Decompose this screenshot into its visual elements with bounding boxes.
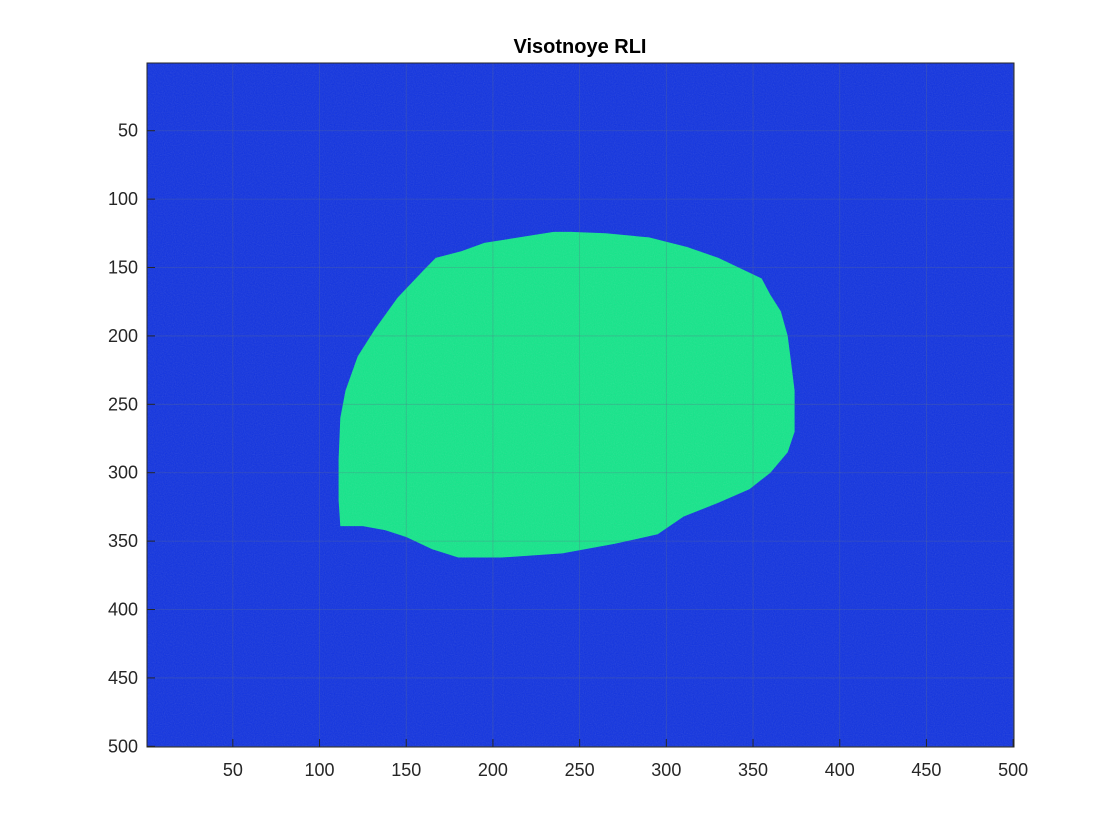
y-tick-label: 50 xyxy=(118,121,138,141)
x-tick-label: 100 xyxy=(305,760,335,780)
x-tick-label: 150 xyxy=(391,760,421,780)
y-tick-label: 250 xyxy=(108,394,138,414)
axes-box xyxy=(146,62,1015,748)
y-tick-label: 500 xyxy=(108,736,138,756)
noise-texture xyxy=(147,63,1014,747)
y-tick-label: 400 xyxy=(108,600,138,620)
y-tick-label: 200 xyxy=(108,326,138,346)
x-tick-label: 350 xyxy=(738,760,768,780)
x-tick-label: 450 xyxy=(911,760,941,780)
y-tick-label: 150 xyxy=(108,258,138,278)
x-tick-label: 200 xyxy=(478,760,508,780)
y-tick-label: 300 xyxy=(108,463,138,483)
x-axis: 50 100 150 200 250 300 350 400 450 500 xyxy=(223,739,1028,780)
x-tick-label: 50 xyxy=(223,760,243,780)
x-tick-label: 300 xyxy=(651,760,681,780)
y-axis: 50 100 150 200 250 300 350 400 450 500 xyxy=(108,121,155,756)
chart-title: Visotnoye RLI xyxy=(514,36,647,58)
grid-lines xyxy=(147,63,1014,747)
x-tick-label: 250 xyxy=(565,760,595,780)
y-tick-label: 350 xyxy=(108,531,138,551)
y-tick-label: 450 xyxy=(108,668,138,688)
plot-area xyxy=(147,63,1014,747)
x-tick-label: 500 xyxy=(998,760,1028,780)
y-tick-label: 100 xyxy=(108,189,138,209)
x-tick-label: 400 xyxy=(825,760,855,780)
